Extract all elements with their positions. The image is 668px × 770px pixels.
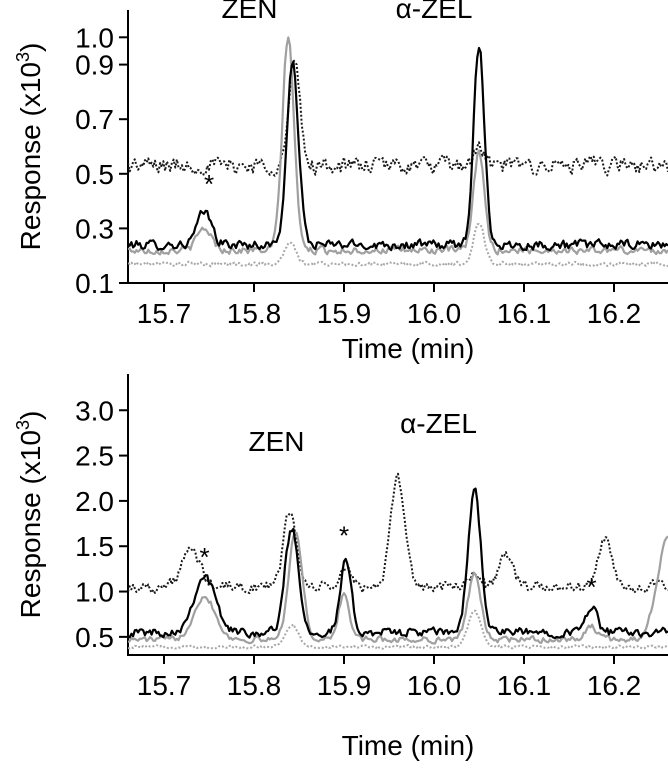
- y-tick-label: 2.5: [75, 441, 114, 472]
- series-line-gray-dotted: [128, 609, 668, 650]
- y-tick-label: 0.5: [75, 622, 114, 653]
- chart-panel-1: 0.1 0.3 0.5 0.7 0.91.0 15.7 15.8 15.9 16.0 16.1 16…: [13, 0, 668, 364]
- series-line-black-solid: [128, 46, 668, 252]
- peak-label: ZEN: [249, 426, 305, 457]
- y-tick-label: 1.5: [75, 531, 114, 562]
- peak-label: ZEN: [222, 0, 278, 24]
- peak-label: α-ZEL: [400, 408, 477, 439]
- x-tick-label: 15.7: [137, 298, 192, 329]
- peak-marker-asterisk: *: [199, 542, 209, 572]
- series-line-black-dotted: [128, 472, 668, 595]
- y-axis-label: Response (x103): [13, 43, 46, 251]
- peak-marker-asterisk: *: [204, 169, 214, 199]
- y-tick-label: 1.0: [75, 22, 114, 53]
- series-line-gray-dotted: [128, 223, 668, 268]
- y-tick-label: 2.0: [75, 486, 114, 517]
- x-tick-label: 16.0: [407, 298, 462, 329]
- x-tick-label: 15.9: [317, 670, 372, 701]
- x-tick-label: 16.2: [587, 670, 642, 701]
- y-tick-label: 1.0: [75, 577, 114, 608]
- x-tick-label: 15.9: [317, 298, 372, 329]
- x-tick-label: 16.1: [497, 670, 552, 701]
- series-line-black-dotted: [128, 59, 668, 177]
- x-axis-label: Time (min): [342, 333, 475, 364]
- y-tick-label: 0.7: [75, 104, 114, 135]
- x-tick-label: 15.8: [227, 670, 282, 701]
- x-tick-label: 16.0: [407, 670, 462, 701]
- y-axis-label: Response (x103): [13, 411, 46, 619]
- peak-marker-asterisk: *: [586, 572, 596, 602]
- x-axis-label: Time (min): [342, 730, 475, 761]
- x-tick-label: 16.1: [497, 298, 552, 329]
- series-line-gray-solid: [128, 531, 668, 645]
- peak-label: α-ZEL: [396, 0, 473, 24]
- x-tick-label: 16.2: [587, 298, 642, 329]
- chart-panel-2: 0.5 1.0 1.5 2.0 2.5 3.0 15.7 15.8 15.9 16.0 16.1 16…: [13, 374, 668, 761]
- y-tick-label: 0.3: [75, 213, 114, 244]
- series-line-black-solid: [128, 487, 668, 640]
- x-tick-label: 15.8: [227, 298, 282, 329]
- x-tick-label: 15.7: [137, 670, 192, 701]
- peak-marker-asterisk: *: [339, 520, 349, 550]
- y-tick-label: 0.1: [75, 268, 114, 299]
- y-tick-label: 3.0: [75, 395, 114, 426]
- y-tick-label: 0.5: [75, 159, 114, 190]
- series-line-gray-solid: [128, 36, 668, 256]
- y-tick-label: 0.9: [75, 50, 114, 81]
